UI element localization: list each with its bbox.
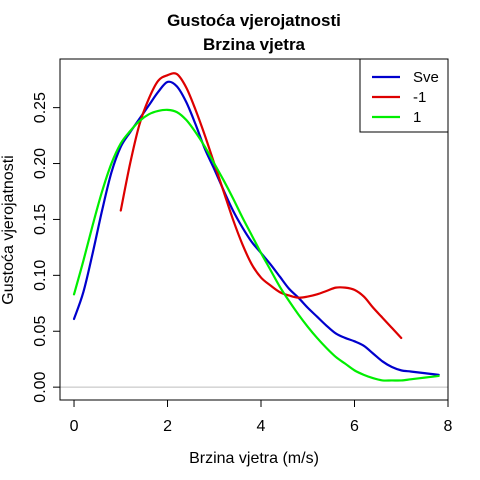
series-line-1 xyxy=(119,72,403,340)
x-tick-label: 0 xyxy=(70,418,79,435)
series-line-2 xyxy=(72,108,440,382)
x-tick-label: 4 xyxy=(257,418,266,435)
series-layer xyxy=(72,72,440,382)
y-tick-label: 0.05 xyxy=(32,316,49,347)
y-axis: 0.00 0.05 0.10 0.15 0.20 0.25 xyxy=(32,92,61,403)
legend-label: -1 xyxy=(413,89,426,106)
y-tick-label: 0.25 xyxy=(32,92,49,123)
x-axis: 0 2 4 6 8 xyxy=(70,399,453,435)
x-tick-label: 8 xyxy=(444,418,453,435)
chart-subtitle: Brzina vjetra xyxy=(203,35,306,54)
x-tick-label: 6 xyxy=(350,418,359,435)
legend: Sve -1 1 xyxy=(359,58,449,133)
x-tick-label: 2 xyxy=(163,418,172,435)
legend-label: Sve xyxy=(413,69,439,86)
y-tick-label: 0.00 xyxy=(32,371,49,402)
y-tick-label: 0.20 xyxy=(32,148,49,179)
y-axis-label: Gustoća vjerojatnosti xyxy=(0,155,17,304)
legend-box xyxy=(359,58,449,133)
y-tick-label: 0.10 xyxy=(32,260,49,291)
legend-label: 1 xyxy=(413,109,421,126)
x-axis-label: Brzina vjetra (m/s) xyxy=(189,450,319,467)
chart-title: Gustoća vjerojatnosti xyxy=(167,11,341,30)
y-tick-label: 0.15 xyxy=(32,204,49,235)
